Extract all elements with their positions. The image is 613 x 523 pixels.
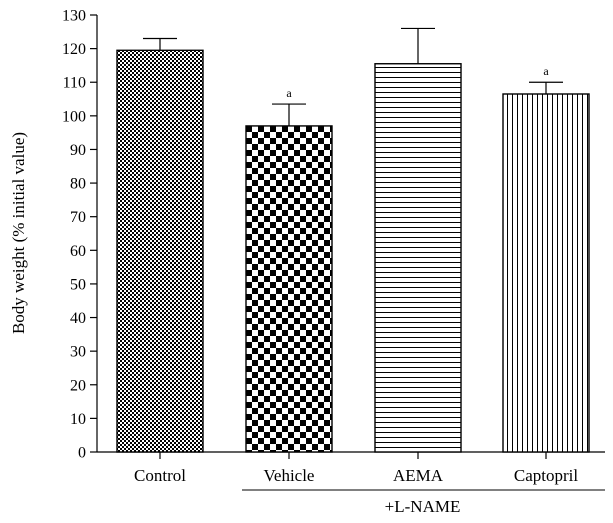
bar-aema — [374, 63, 462, 453]
y-axis-label: Body weight (% initial value) — [9, 132, 28, 334]
bar-vehicle — [245, 125, 333, 453]
x-axis — [97, 451, 605, 459]
bars — [116, 49, 590, 453]
y-tick-label-130: 130 — [62, 8, 86, 25]
y-axis-label-group: Body weight (% initial value) — [9, 132, 28, 334]
x-tick-label-control: Control — [134, 466, 186, 485]
group-bracket: +L-NAME — [242, 489, 605, 516]
y-ticks: 0 10 20 30 40 50 60 70 80 90 100 110 120 130 — [62, 8, 97, 462]
annotations: aa — [286, 64, 549, 100]
x-tick-label-vehicle: Vehicle — [264, 466, 315, 485]
group-label: +L-NAME — [385, 497, 461, 516]
y-tick-label-50: 50 — [70, 276, 86, 293]
y-tick-label-90: 90 — [70, 142, 86, 159]
bar-control — [116, 49, 204, 453]
annotation-captopril: a — [543, 64, 549, 78]
error-bars — [143, 27, 563, 126]
y-tick-label-30: 30 — [70, 344, 86, 361]
y-tick-label-110: 110 — [63, 75, 86, 92]
annotation-vehicle: a — [286, 86, 292, 100]
y-tick-label-80: 80 — [70, 176, 86, 193]
y-tick-label-20: 20 — [70, 377, 86, 394]
y-tick-label-120: 120 — [62, 41, 86, 58]
y-tick-label-70: 70 — [70, 209, 86, 226]
bar-captopril — [502, 93, 590, 453]
y-tick-label-60: 60 — [70, 243, 86, 260]
y-tick-label-0: 0 — [78, 445, 86, 462]
x-tick-label-aema: AEMA — [393, 466, 444, 485]
y-tick-label-40: 40 — [70, 310, 86, 327]
y-tick-label-100: 100 — [62, 108, 86, 125]
x-tick-label-captopril: Captopril — [514, 466, 578, 485]
y-tick-label-10: 10 — [70, 411, 86, 428]
x-tick-labels: Control Vehicle AEMA Captopril — [134, 466, 578, 485]
